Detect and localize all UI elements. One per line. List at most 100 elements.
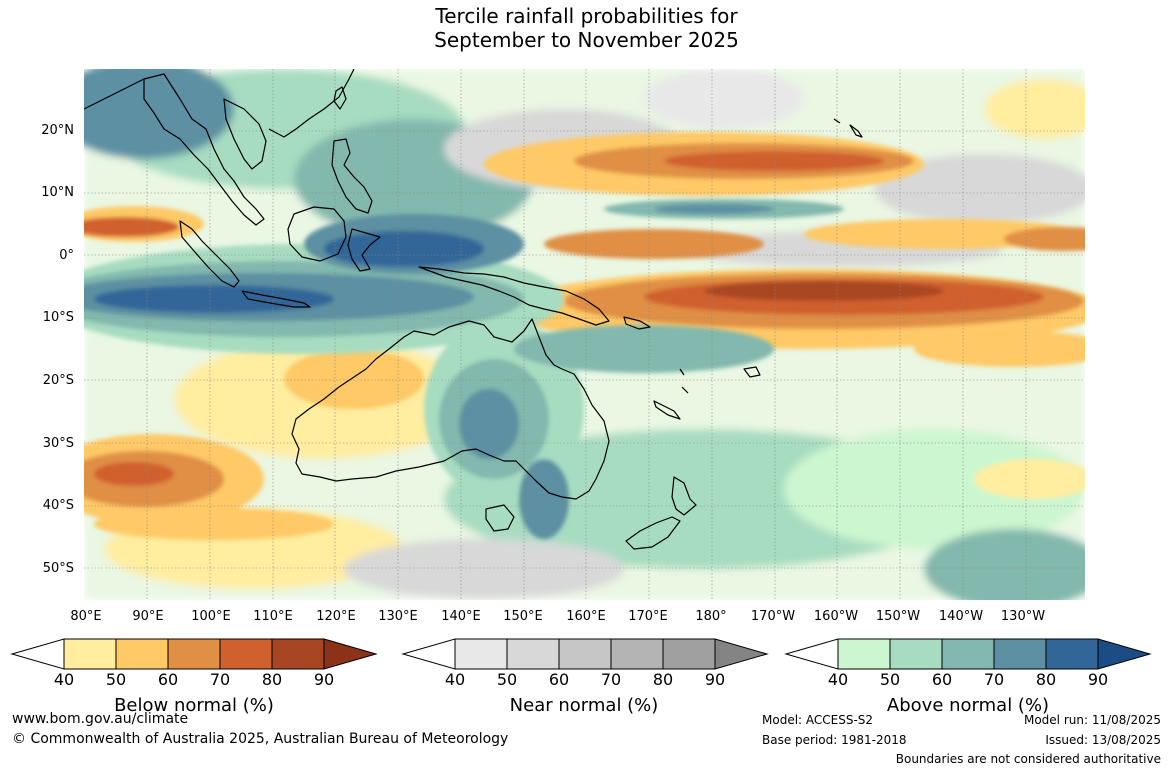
colorbar-near-high-arrow	[714, 638, 769, 670]
colorbar-above-swatch-80	[1045, 638, 1099, 670]
lon-label-100e: 100°E	[191, 609, 231, 624]
colorbar-near-title: Near normal (%)	[509, 695, 659, 716]
below-tick-50: 50	[105, 670, 127, 689]
colorbar-below-swatch-50	[115, 638, 169, 670]
colorbar-below-title: Below normal (%)	[114, 695, 274, 716]
below-tick-60: 60	[157, 670, 179, 689]
vanuatu-islands	[679, 368, 689, 394]
lon-label-160w: 160°W	[813, 609, 859, 624]
colorbar-below-swatch-80	[271, 638, 325, 670]
java-coast	[241, 290, 311, 308]
lon-label-180: 180°	[695, 609, 727, 624]
indochina-coast	[143, 73, 265, 226]
borneo-coast	[287, 206, 347, 262]
title-line-1: Tercile rainfall probabilities for	[435, 4, 738, 28]
colorbar-below-low-arrow	[10, 638, 65, 670]
below-tick-70: 70	[209, 670, 231, 689]
colorbar-below-high-arrow	[323, 638, 378, 670]
above-tick-50: 50	[879, 670, 901, 689]
map-title: Tercile rainfall probabilities for Septe…	[0, 4, 1173, 52]
colorbar-below-swatch-70	[219, 638, 273, 670]
new-zealand-south	[625, 516, 681, 550]
lon-label-140e: 140°E	[441, 609, 481, 624]
near-tick-60: 60	[548, 670, 570, 689]
colorbar-near-swatch-70	[610, 638, 664, 670]
above-tick-70: 70	[983, 670, 1005, 689]
colorbar-above-title: Above normal (%)	[886, 695, 1050, 716]
colorbar-above-low-arrow	[784, 638, 839, 670]
philippines-coast	[331, 138, 373, 214]
below-tick-80: 80	[261, 670, 283, 689]
above-tick-60: 60	[931, 670, 953, 689]
map-canvas	[84, 69, 1085, 600]
issued-date: Issued: 13/08/2025	[1045, 733, 1161, 747]
lon-label-160e: 160°E	[566, 609, 606, 624]
colorbar-below-normal	[10, 638, 378, 670]
near-tick-50: 50	[496, 670, 518, 689]
fiji-islands	[743, 366, 761, 378]
model-run-date: Model run: 11/08/2025	[1023, 713, 1161, 727]
model-name: Model: ACCESS-S2	[762, 713, 874, 727]
tasmania-coast	[485, 504, 515, 532]
colorbar-near-swatch-60	[558, 638, 612, 670]
near-tick-80: 80	[652, 670, 674, 689]
lon-label-130e: 130°E	[378, 609, 418, 624]
colorbar-above-swatch-70	[993, 638, 1047, 670]
lon-label-90e: 90°E	[132, 609, 164, 624]
australia-coast	[291, 318, 610, 500]
lon-label-80e: 80°E	[70, 609, 102, 624]
lon-label-150e: 150°E	[503, 609, 543, 624]
graticule	[84, 69, 1085, 600]
lon-label-170e: 170°E	[628, 609, 668, 624]
base-period: Base period: 1981-2018	[762, 733, 907, 747]
colorbar-above-normal	[784, 638, 1152, 670]
colorbar-above-swatch-40	[837, 638, 891, 670]
lon-label-110e: 110°E	[253, 609, 293, 624]
asia-mainland-coast	[84, 69, 355, 170]
lat-label-10n: 10°N	[41, 185, 74, 200]
taiwan-coast	[333, 86, 347, 110]
colorbar-near-swatch-50	[506, 638, 560, 670]
above-tick-80: 80	[1035, 670, 1057, 689]
lat-label-20s: 20°S	[42, 373, 74, 388]
new-guinea-coast	[418, 266, 610, 326]
lat-label-50s: 50°S	[42, 561, 74, 576]
lat-label-40s: 40°S	[42, 498, 74, 513]
probability-map	[84, 69, 1085, 600]
sulawesi-coast	[347, 228, 381, 272]
colorbar-near-swatch-40	[454, 638, 508, 670]
lon-label-170w: 170°W	[750, 609, 796, 624]
hawaii-islands	[833, 118, 863, 138]
lon-label-150w: 150°W	[875, 609, 921, 624]
solomon-islands	[623, 316, 651, 330]
near-tick-90: 90	[704, 670, 726, 689]
lon-label-140w: 140°W	[938, 609, 984, 624]
new-zealand-north	[671, 476, 697, 516]
colorbar-above-high-arrow	[1097, 638, 1152, 670]
lat-label-0: 0°	[59, 248, 74, 263]
above-tick-90: 90	[1087, 670, 1109, 689]
near-tick-70: 70	[600, 670, 622, 689]
lat-label-20n: 20°N	[41, 123, 74, 138]
colorbar-above-swatch-60	[941, 638, 995, 670]
colorbar-near-normal	[401, 638, 769, 670]
new-caledonia	[653, 400, 681, 420]
website-link[interactable]: www.bom.gov.au/climate	[12, 711, 189, 727]
colorbar-above-swatch-50	[889, 638, 943, 670]
above-tick-40: 40	[827, 670, 849, 689]
near-tick-40: 40	[444, 670, 466, 689]
coastlines	[84, 69, 863, 550]
lon-label-130w: 130°W	[1000, 609, 1046, 624]
below-tick-90: 90	[313, 670, 335, 689]
copyright-text: © Commonwealth of Australia 2025, Austra…	[12, 731, 509, 747]
lat-label-30s: 30°S	[42, 436, 74, 451]
boundaries-disclaimer: Boundaries are not considered authoritat…	[895, 752, 1161, 766]
lon-label-120e: 120°E	[316, 609, 356, 624]
sumatra-coast	[179, 220, 240, 288]
colorbar-near-swatch-80	[662, 638, 716, 670]
lat-label-10s: 10°S	[42, 310, 74, 325]
colorbar-below-swatch-40	[63, 638, 117, 670]
below-tick-40: 40	[53, 670, 75, 689]
colorbar-below-swatch-60	[167, 638, 221, 670]
colorbar-near-low-arrow	[401, 638, 456, 670]
